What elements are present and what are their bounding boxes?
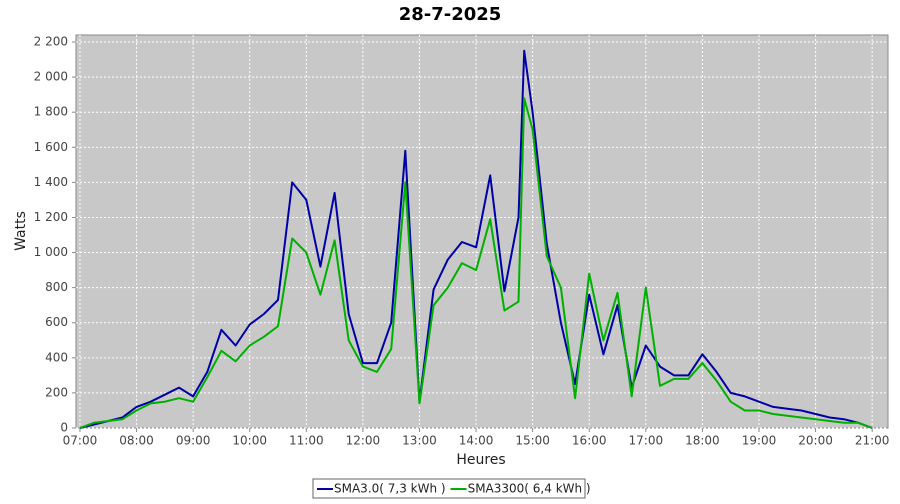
x-tick-label: 14:00: [459, 434, 494, 448]
y-tick-label: 400: [45, 350, 68, 364]
plot-area: [75, 34, 889, 429]
y-tick-label: 800: [45, 280, 68, 294]
x-tick-label: 09:00: [176, 434, 211, 448]
legend-label: SMA3300( 6,4 kWh ): [468, 482, 591, 496]
x-tick-label: 18:00: [685, 434, 720, 448]
series-line: [79, 97, 873, 429]
legend: [312, 478, 586, 499]
x-tick-label: 16:00: [572, 434, 607, 448]
series-line: [79, 49, 873, 429]
x-tick-label: 19:00: [742, 434, 777, 448]
x-tick-label: 13:00: [402, 434, 437, 448]
x-tick-label: 21:00: [855, 434, 890, 448]
y-axis-label: Watts: [13, 211, 29, 251]
x-tick-label: 08:00: [119, 434, 154, 448]
x-tick-label: 12:00: [346, 434, 381, 448]
chart-title: 28-7-2025: [399, 4, 502, 25]
x-tick-label: 20:00: [798, 434, 833, 448]
y-tick-label: 0: [60, 421, 68, 435]
y-tick-label: 2 000: [34, 70, 68, 84]
legend-label: SMA3.0( 7,3 kWh ): [334, 482, 446, 496]
y-tick-label: 1 600: [34, 140, 68, 154]
y-tick-label: 200: [45, 385, 68, 399]
x-tick-label: 11:00: [289, 434, 324, 448]
y-tick-label: 600: [45, 315, 68, 329]
x-tick-label: 17:00: [629, 434, 664, 448]
x-axis-label: Heures: [456, 452, 505, 468]
y-tick-label: 1 200: [34, 210, 68, 224]
x-tick-label: 07:00: [63, 434, 98, 448]
y-tick-label: 1 400: [34, 175, 68, 189]
x-tick-label: 10:00: [232, 434, 267, 448]
x-tick-label: 15:00: [515, 434, 550, 448]
y-tick-label: 1 800: [34, 105, 68, 119]
y-tick-label: 1 000: [34, 245, 68, 259]
y-tick-label: 2 200: [34, 35, 68, 49]
